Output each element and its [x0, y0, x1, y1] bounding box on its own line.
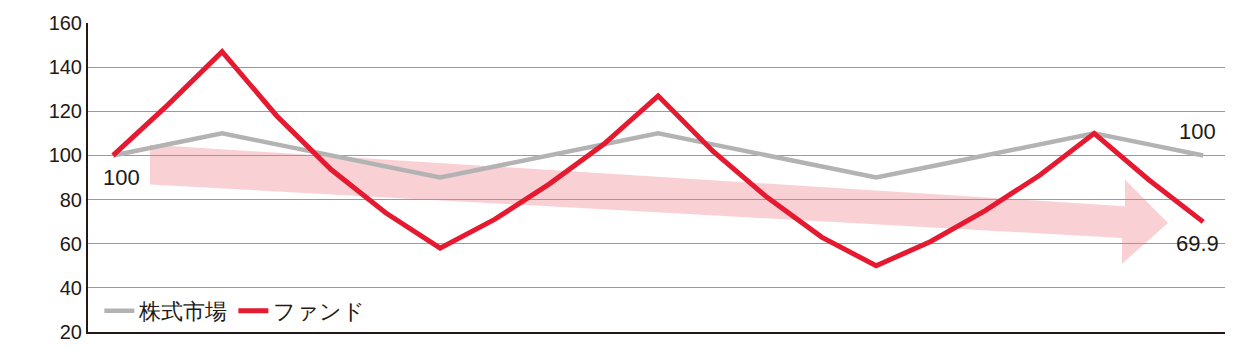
svg-text:株式市場: 株式市場	[138, 299, 227, 324]
svg-text:100: 100	[1179, 119, 1216, 144]
svg-text:69.9: 69.9	[1176, 231, 1219, 256]
svg-text:20: 20	[60, 321, 82, 343]
svg-text:160: 160	[49, 12, 82, 34]
svg-text:40: 40	[60, 277, 82, 299]
svg-text:80: 80	[60, 189, 82, 211]
svg-text:ファンド: ファンド	[273, 299, 365, 324]
svg-text:100: 100	[49, 144, 82, 166]
svg-text:100: 100	[103, 165, 140, 190]
svg-text:120: 120	[49, 100, 82, 122]
svg-text:140: 140	[49, 56, 82, 78]
svg-text:60: 60	[60, 233, 82, 255]
